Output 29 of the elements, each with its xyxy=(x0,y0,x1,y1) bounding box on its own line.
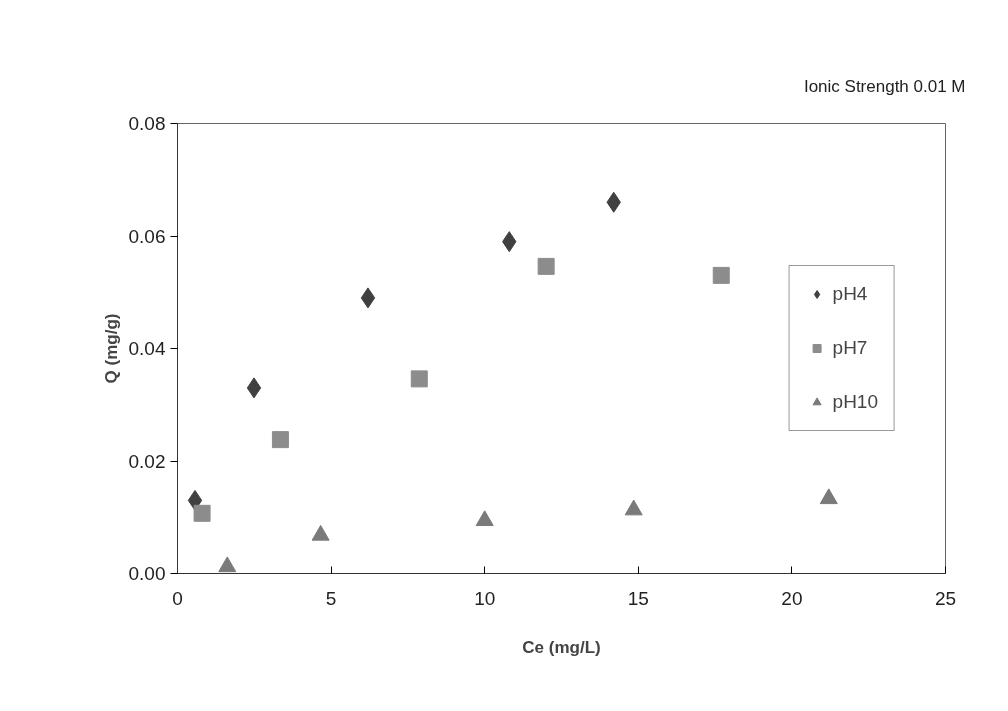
x-tick-label: 15 xyxy=(627,587,649,609)
x-tick-label: 5 xyxy=(325,587,337,609)
point xyxy=(410,370,428,388)
y-tick-label: 0.08 xyxy=(128,113,166,134)
x-tick-label: 20 xyxy=(781,587,803,609)
x-axis-title: Ce (mg/L) xyxy=(522,637,601,657)
point xyxy=(271,431,289,449)
point xyxy=(193,504,211,522)
y-tick-label: 0.04 xyxy=(128,338,166,359)
point xyxy=(624,499,643,516)
point xyxy=(819,488,838,505)
legend-label: pH7 xyxy=(832,336,868,360)
legend-label: pH4 xyxy=(832,282,868,306)
point xyxy=(246,377,262,399)
y-tick-label: 0.06 xyxy=(128,225,166,247)
point xyxy=(712,266,730,284)
x-tick-label: 0 xyxy=(172,587,183,609)
y-tick-label: 0.00 xyxy=(128,563,166,584)
y-axis-title: Q (mg/g) xyxy=(101,313,121,384)
text: Ionic Strength 0.01 M xyxy=(803,77,966,96)
point xyxy=(311,524,330,541)
point xyxy=(537,257,555,275)
x-tick-label: 25 xyxy=(934,587,957,609)
y-tick-label: 0.02 xyxy=(128,450,166,472)
point xyxy=(218,556,237,573)
legend-label: pH10 xyxy=(832,390,878,414)
point xyxy=(360,287,376,309)
x-tick-label: 10 xyxy=(474,587,496,609)
point xyxy=(475,510,494,527)
